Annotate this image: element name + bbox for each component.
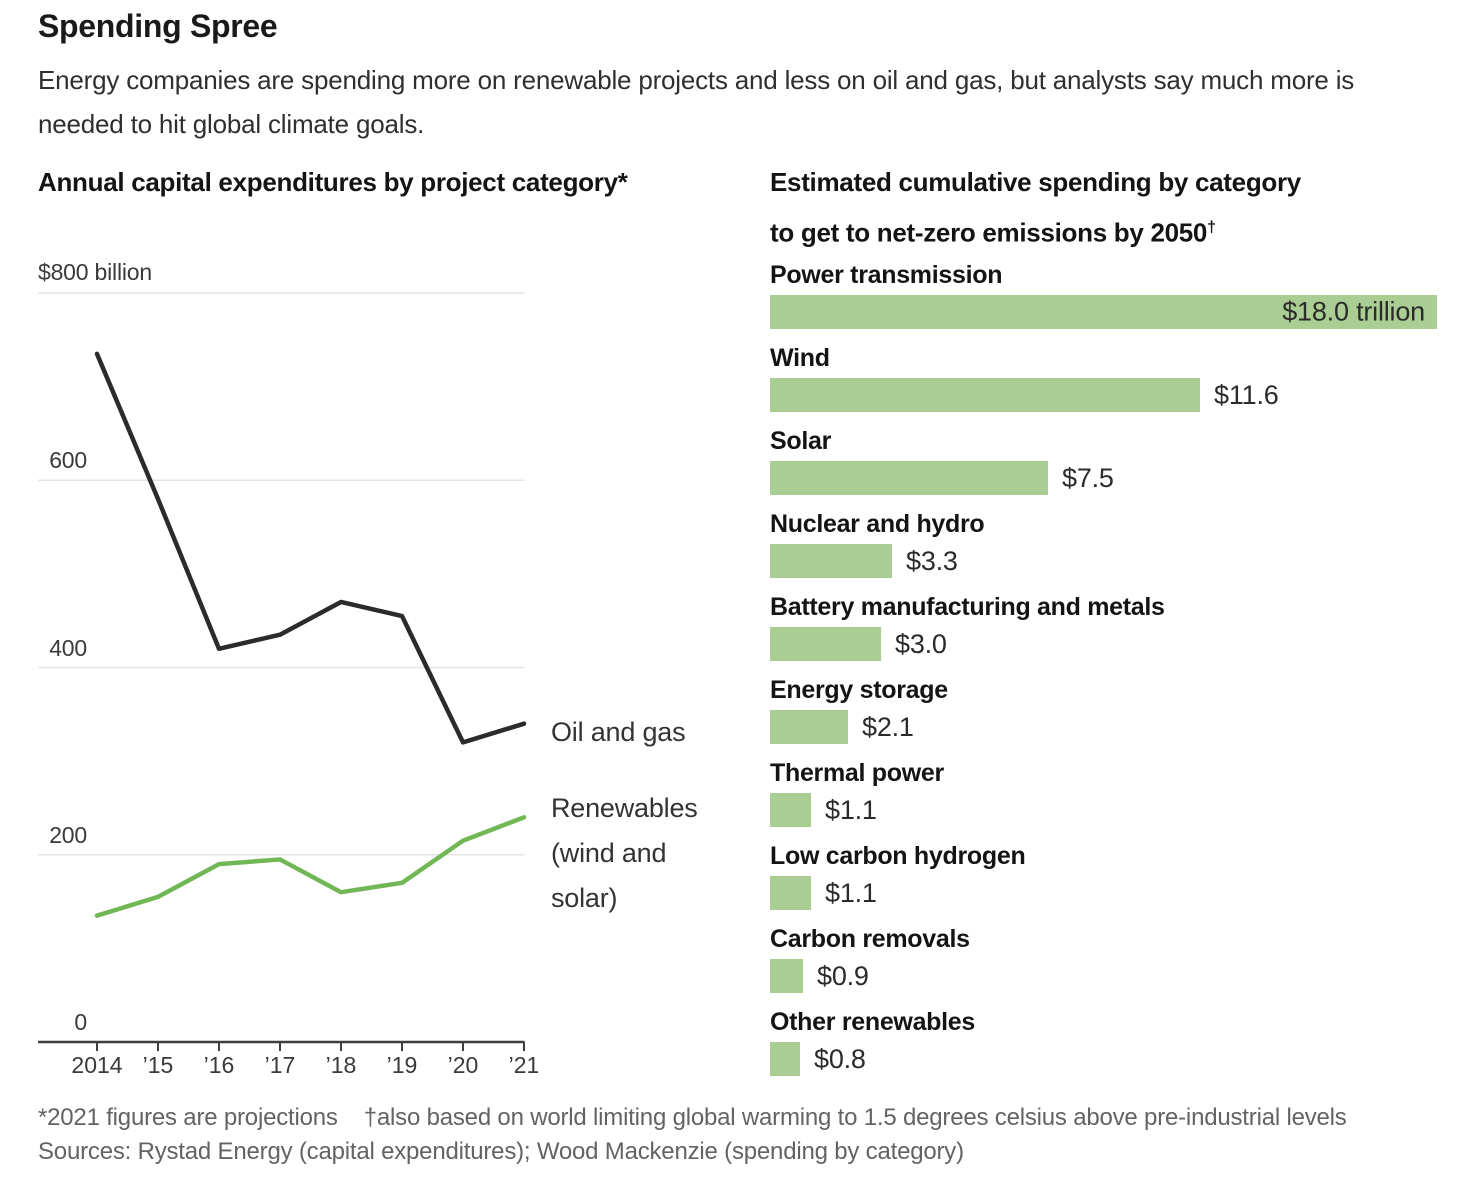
bar-rect bbox=[770, 710, 848, 744]
bar-row: Battery manufacturing and metals $3.0 bbox=[770, 592, 1479, 675]
y-axis-label: 200 bbox=[49, 821, 87, 848]
x-axis-tick-label: ’18 bbox=[325, 1052, 357, 1078]
bar-track: $1.1 bbox=[770, 876, 1479, 910]
sources-line: Sources: Rystad Energy (capital expendit… bbox=[38, 1138, 964, 1165]
bar-track: $7.5 bbox=[770, 461, 1479, 495]
y-axis-label: 400 bbox=[49, 634, 87, 661]
line-chart-title: Annual capital expenditures by project c… bbox=[38, 167, 628, 197]
bar-value-label: $0.9 bbox=[817, 960, 869, 991]
bar-rect bbox=[770, 544, 892, 578]
bar-chart-title-line2: to get to net-zero emissions by 2050 bbox=[770, 217, 1208, 248]
bar-category-label: Solar bbox=[770, 427, 832, 455]
graphic-subtitle: Energy companies are spending more on re… bbox=[38, 65, 1355, 139]
bar-category-label: Carbon removals bbox=[770, 925, 970, 953]
x-axis-tick-label: ’15 bbox=[142, 1052, 174, 1078]
bar-category-label: Other renewables bbox=[770, 1008, 976, 1036]
bar-row: Nuclear and hydro $3.3 bbox=[770, 509, 1479, 592]
x-axis-tick-label: ’19 bbox=[386, 1052, 418, 1078]
bar-value-label: $18.0 trillion bbox=[1282, 296, 1425, 327]
graphic-title: Spending Spree bbox=[38, 8, 278, 44]
bar-row: Carbon removals $0.9 bbox=[770, 924, 1479, 1007]
bar-value-label: $3.3 bbox=[906, 545, 958, 576]
footnote-projections: *2021 figures are projections bbox=[38, 1104, 338, 1131]
bar-rect bbox=[770, 627, 881, 661]
bar-rect bbox=[770, 1042, 800, 1076]
series-line-renewables bbox=[94, 815, 527, 918]
bar-track: $3.3 bbox=[770, 544, 1479, 578]
x-axis-tick-label: 2014 bbox=[71, 1052, 123, 1078]
x-axis-tick-label: ’17 bbox=[264, 1052, 296, 1078]
bar-category-label: Thermal power bbox=[770, 759, 944, 787]
bar-track: $2.1 bbox=[770, 710, 1479, 744]
x-axis-tick-label: ’20 bbox=[447, 1052, 479, 1078]
y-axis-label: 600 bbox=[49, 447, 87, 474]
bar-row: Energy storage $2.1 bbox=[770, 675, 1479, 758]
footnote-dagger-note: †also based on world limiting global war… bbox=[363, 1104, 1347, 1131]
bar-chart-title-line1: Estimated cumulative spending by categor… bbox=[770, 167, 1301, 197]
x-axis-tick-label: ’16 bbox=[203, 1052, 235, 1078]
legend-label-renewables: Renewables (wind and solar) bbox=[551, 793, 698, 913]
bar-row: Solar $7.5 bbox=[770, 426, 1479, 509]
series-line-oil-and-gas bbox=[94, 351, 527, 745]
bar-category-label: Wind bbox=[770, 344, 830, 372]
x-axis-tick-label: ’21 bbox=[508, 1052, 540, 1078]
bar-rect bbox=[770, 461, 1048, 495]
bar-category-label: Power transmission bbox=[770, 261, 1003, 289]
bar-category-label: Energy storage bbox=[770, 676, 948, 704]
bar-row: Wind $11.6 bbox=[770, 343, 1479, 426]
bar-rect bbox=[770, 959, 803, 993]
bar-rect: $18.0 trillion bbox=[770, 295, 1437, 329]
footnote-line: *2021 figures are projections †also based… bbox=[38, 1104, 1347, 1132]
bar-category-label: Battery manufacturing and metals bbox=[770, 593, 1165, 621]
bar-row: Low carbon hydrogen $1.1 bbox=[770, 841, 1479, 924]
bar-value-label: $1.1 bbox=[825, 794, 877, 825]
bar-row: Other renewables $0.8 bbox=[770, 1007, 1479, 1090]
bar-value-label: $11.6 bbox=[1214, 379, 1279, 410]
netzero-bar-chart: Power transmission $18.0 trillion Wind $11.… bbox=[770, 260, 1479, 1090]
bar-rect bbox=[770, 876, 811, 910]
bar-category-label: Low carbon hydrogen bbox=[770, 842, 1026, 870]
bar-track: $0.8 bbox=[770, 1042, 1479, 1076]
bar-chart-title: Estimated cumulative spending by categor… bbox=[770, 160, 1430, 256]
bar-track: $11.6 bbox=[770, 378, 1479, 412]
bar-row: Thermal power $1.1 bbox=[770, 758, 1479, 841]
y-axis-top-label: $800 billion bbox=[38, 259, 152, 285]
legend-label-oil-and-gas: Oil and gas bbox=[551, 717, 686, 747]
bar-track: $1.1 bbox=[770, 793, 1479, 827]
bar-category-label: Nuclear and hydro bbox=[770, 510, 985, 538]
bar-track: $3.0 bbox=[770, 627, 1479, 661]
bar-rect bbox=[770, 793, 811, 827]
bar-rect bbox=[770, 378, 1200, 412]
bar-track: $18.0 trillion bbox=[770, 295, 1479, 329]
bar-value-label: $7.5 bbox=[1062, 462, 1114, 493]
bar-value-label: $2.1 bbox=[862, 711, 914, 742]
bar-value-label: $0.8 bbox=[814, 1043, 866, 1074]
dagger-mark: † bbox=[1207, 219, 1216, 236]
bar-value-label: $1.1 bbox=[825, 877, 877, 908]
bar-value-label: $3.0 bbox=[895, 628, 947, 659]
y-axis-label: 0 bbox=[74, 1009, 87, 1035]
bar-row: Power transmission $18.0 trillion bbox=[770, 260, 1479, 343]
bar-track: $0.9 bbox=[770, 959, 1479, 993]
